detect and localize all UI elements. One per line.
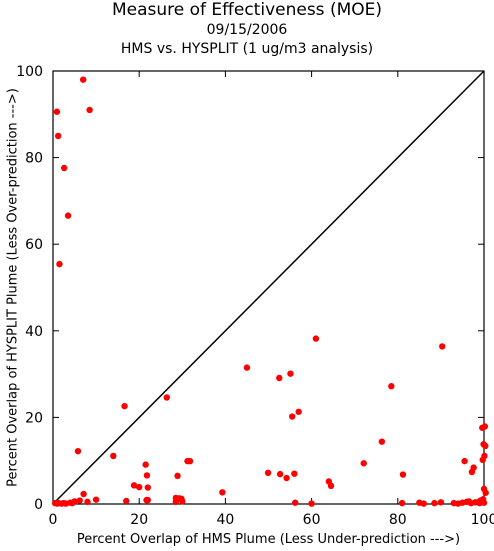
data-point bbox=[186, 457, 194, 465]
y-tick-label: 0 bbox=[34, 497, 43, 513]
diagonal-reference-line bbox=[52, 70, 485, 505]
data-point bbox=[461, 457, 468, 465]
data-point bbox=[479, 456, 486, 464]
chart-subtitle-date: 09/15/2006 bbox=[206, 22, 288, 38]
data-point bbox=[121, 402, 128, 410]
data-point bbox=[360, 460, 367, 467]
data-point bbox=[420, 500, 427, 507]
data-point bbox=[71, 498, 78, 505]
data-point bbox=[74, 447, 82, 455]
chart-subtitle-analysis: HMS vs. HYSPLIT (1 ug/m3 analysis) bbox=[120, 41, 374, 57]
data-point bbox=[54, 132, 62, 140]
data-point bbox=[388, 383, 395, 390]
plot-frame bbox=[52, 70, 485, 505]
data-point bbox=[143, 496, 150, 504]
y-tick-label: 60 bbox=[25, 237, 43, 253]
data-point bbox=[61, 164, 68, 172]
x-axis-label: Percent Overlap of HMS Plume (Less Under… bbox=[77, 532, 460, 547]
data-point bbox=[53, 108, 61, 115]
data-point bbox=[283, 474, 290, 482]
y-axis-label: Percent Overlap of HYSPLIT Plume (Less O… bbox=[6, 88, 21, 487]
data-point bbox=[92, 496, 100, 503]
data-point bbox=[219, 489, 226, 496]
tick-group: 0 20 40 60 80 100 0 20 40 60 80 100 bbox=[16, 64, 494, 528]
data-point bbox=[295, 408, 302, 415]
data-point bbox=[276, 374, 283, 382]
data-point bbox=[470, 464, 477, 471]
data-point bbox=[163, 394, 170, 401]
data-point bbox=[291, 470, 298, 477]
x-tick-label: 80 bbox=[389, 512, 407, 528]
data-point bbox=[143, 472, 151, 479]
y-tick-label: 100 bbox=[16, 64, 43, 80]
data-point bbox=[84, 498, 91, 506]
data-point bbox=[289, 413, 296, 420]
data-point bbox=[110, 452, 117, 460]
data-point bbox=[437, 499, 445, 506]
y-tick-label: 20 bbox=[25, 410, 43, 426]
y-tick-label: 40 bbox=[25, 324, 43, 340]
data-point bbox=[86, 106, 93, 114]
data-point bbox=[144, 484, 152, 491]
data-point bbox=[179, 498, 186, 505]
x-tick-label: 0 bbox=[49, 512, 58, 528]
data-point bbox=[276, 470, 284, 478]
data-point bbox=[287, 370, 294, 377]
data-point bbox=[481, 423, 489, 430]
data-points bbox=[51, 76, 489, 507]
data-point bbox=[465, 498, 473, 505]
data-point bbox=[80, 490, 87, 498]
data-point bbox=[56, 260, 63, 268]
x-tick-label: 60 bbox=[303, 512, 321, 528]
data-point bbox=[292, 499, 299, 506]
plot-axes bbox=[52, 70, 485, 505]
data-point bbox=[399, 471, 407, 478]
data-point bbox=[264, 469, 272, 477]
data-point bbox=[312, 335, 320, 342]
data-point bbox=[174, 472, 181, 480]
x-tick-label: 100 bbox=[471, 512, 494, 528]
x-tick-label: 20 bbox=[130, 512, 148, 528]
data-point bbox=[378, 438, 386, 445]
data-point bbox=[64, 212, 72, 219]
x-tick-label: 40 bbox=[216, 512, 234, 528]
data-point bbox=[79, 76, 87, 83]
data-point bbox=[123, 497, 130, 505]
data-point bbox=[438, 343, 446, 350]
data-point bbox=[480, 485, 488, 493]
data-point bbox=[398, 499, 406, 507]
data-point bbox=[76, 497, 83, 504]
data-point bbox=[142, 461, 149, 468]
data-point bbox=[431, 499, 438, 507]
data-point bbox=[172, 498, 180, 506]
chart-title: Measure of Effectiveness (MOE) bbox=[111, 0, 383, 20]
data-point bbox=[479, 496, 487, 503]
data-point bbox=[136, 483, 143, 491]
data-point bbox=[308, 500, 315, 507]
y-tick-label: 80 bbox=[25, 151, 43, 167]
data-point bbox=[243, 364, 251, 371]
data-point bbox=[482, 442, 489, 450]
data-point bbox=[327, 482, 335, 490]
data-point bbox=[130, 482, 138, 489]
